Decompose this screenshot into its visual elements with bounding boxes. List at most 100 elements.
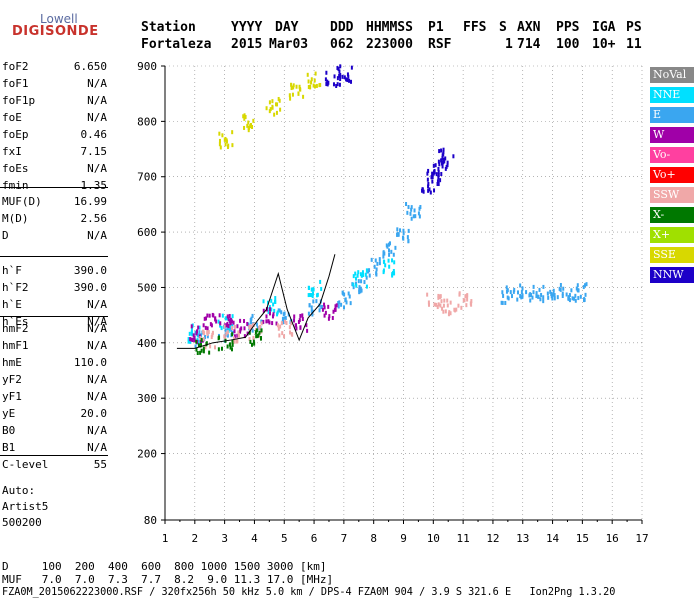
echo-point	[339, 77, 342, 82]
echo-point	[226, 330, 229, 335]
clevel-row: C-level 55	[2, 458, 107, 475]
echo-point	[550, 292, 553, 297]
echo-point	[255, 322, 258, 327]
x-tick-label: 11	[457, 532, 470, 545]
chart-grid	[164, 65, 643, 521]
x-tick-label: 13	[516, 532, 529, 545]
echo-point	[268, 320, 271, 325]
footer-muf-row: MUF 7.0 7.0 7.3 7.7 8.2 9.0 11.3 17.0 [M…	[2, 573, 334, 586]
echo-point	[469, 301, 472, 306]
param-row: M(D) 2.56	[2, 212, 107, 229]
echo-point	[529, 298, 532, 303]
echo-point	[441, 155, 444, 160]
legend-item: Vo-	[650, 147, 694, 163]
header-label: HHMMSS	[366, 20, 413, 35]
echo-point	[341, 290, 344, 295]
echo-point	[243, 326, 246, 331]
param-row: yF1 N/A	[2, 390, 107, 407]
echo-point	[433, 188, 436, 193]
echo-point	[332, 82, 335, 87]
header-label: PPS	[556, 20, 580, 35]
echo-point	[324, 77, 327, 82]
echo-point	[305, 323, 308, 328]
echo-point	[368, 273, 371, 278]
echo-point	[281, 331, 284, 336]
separator	[0, 455, 108, 456]
echo-point	[285, 321, 288, 326]
echo-point	[283, 311, 286, 316]
echo-point	[373, 264, 376, 269]
echo-point	[387, 258, 390, 263]
echo-point	[542, 295, 545, 300]
echo-point	[271, 314, 274, 319]
echo-point	[319, 279, 322, 284]
echo-point	[325, 70, 328, 75]
echo-point	[382, 268, 385, 273]
echo-point	[231, 143, 234, 148]
echo-point	[193, 335, 196, 340]
param-row: foE N/A	[2, 111, 107, 128]
echo-point	[230, 328, 233, 333]
echo-point	[311, 291, 314, 296]
echo-point	[231, 332, 234, 337]
echo-point	[428, 187, 431, 192]
echo-point	[418, 206, 421, 211]
echo-point	[252, 118, 255, 123]
param-value: 16.99	[73, 195, 107, 208]
echo-point	[393, 260, 396, 265]
echo-point	[271, 105, 274, 110]
echo-point	[538, 287, 541, 292]
echo-point	[441, 164, 444, 169]
echo-point	[561, 291, 564, 296]
echo-point	[352, 285, 355, 290]
echo-point	[435, 172, 438, 177]
echo-point	[442, 150, 445, 155]
echo-point	[272, 312, 275, 317]
echo-point	[460, 305, 463, 310]
legend-item: Vo+	[650, 167, 694, 183]
echo-point	[435, 302, 438, 307]
echo-point	[375, 267, 378, 272]
echo-point	[248, 125, 251, 130]
echo-point	[338, 300, 341, 305]
echo-point	[422, 189, 425, 194]
echo-point	[323, 305, 326, 310]
echo-point	[438, 149, 441, 154]
echo-point	[551, 296, 554, 301]
echo-point	[231, 314, 234, 319]
param-row: B1 N/A	[2, 441, 107, 458]
echo-point	[200, 342, 203, 347]
echo-point	[269, 307, 272, 312]
echo-point	[217, 347, 220, 352]
echo-point	[348, 294, 351, 299]
x-tick-label: 8	[370, 532, 377, 545]
param-value: 390.0	[73, 281, 107, 294]
echo-point	[248, 330, 251, 335]
echo-point	[320, 286, 323, 291]
echo-point	[517, 290, 520, 295]
echo-point	[224, 142, 227, 147]
x-tick-label: 4	[251, 532, 258, 545]
echo-point	[267, 309, 270, 314]
echo-point	[332, 309, 335, 314]
echo-point	[232, 320, 235, 325]
echo-point	[250, 316, 253, 321]
param-row: foF1p N/A	[2, 94, 107, 111]
param-row: h`E N/A	[2, 298, 107, 315]
echo-point	[265, 106, 268, 111]
echo-point	[274, 299, 277, 304]
echo-point	[437, 182, 440, 187]
echo-point	[335, 83, 338, 88]
echo-point	[432, 163, 435, 168]
echo-point	[427, 182, 430, 187]
legend-item: E	[650, 107, 694, 123]
echo-point	[289, 96, 292, 101]
echo-point	[421, 187, 424, 192]
echo-point	[310, 293, 313, 298]
echo-point	[315, 83, 318, 88]
param-name: hmF1	[2, 339, 29, 352]
echo-point	[192, 333, 195, 338]
y-tick-label: 500	[137, 281, 157, 294]
echo-point	[357, 279, 360, 284]
